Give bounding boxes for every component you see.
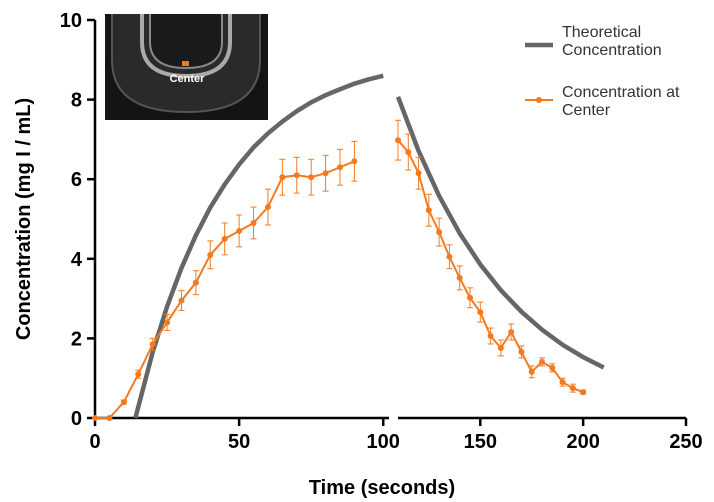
y-tick-label: 10 — [60, 10, 82, 32]
data-point — [221, 235, 228, 242]
data-point — [508, 329, 515, 336]
data-point — [236, 227, 243, 234]
y-tick-label: 0 — [71, 408, 82, 430]
data-point — [456, 274, 463, 281]
data-point — [580, 389, 587, 396]
data-point — [539, 358, 545, 365]
data-point — [207, 251, 214, 258]
data-point — [425, 207, 432, 214]
x-tick-label: 100 — [367, 431, 400, 453]
legend-label: Theoretical Concentration — [562, 24, 662, 59]
series-line — [133, 73, 605, 419]
data-point — [446, 253, 453, 260]
inset-label: Center — [170, 73, 206, 85]
data-point — [436, 229, 443, 236]
legend-marker — [536, 97, 542, 103]
data-point — [395, 137, 401, 144]
y-axis-title: Concentration (mg I / mL) — [13, 98, 35, 340]
series-line — [95, 139, 584, 419]
data-point — [308, 174, 315, 181]
data-point — [106, 415, 113, 421]
data-point — [559, 379, 566, 386]
data-point — [164, 319, 171, 326]
data-point — [192, 279, 199, 286]
data-point — [250, 219, 257, 226]
x-tick-label: 250 — [669, 431, 702, 453]
y-tick-label: 4 — [71, 249, 83, 271]
data-point — [337, 164, 343, 171]
data-point — [120, 399, 127, 406]
data-point — [528, 368, 535, 375]
data-point — [135, 371, 142, 378]
x-tick-label: 50 — [228, 431, 250, 453]
data-point — [467, 294, 473, 301]
data-point — [487, 333, 494, 340]
data-point — [279, 174, 286, 181]
data-point — [477, 309, 484, 316]
x-tick-label: 150 — [464, 431, 497, 453]
x-tick-label: 0 — [89, 431, 100, 453]
data-point — [415, 170, 422, 177]
x-axis-title: Time (seconds) — [309, 477, 455, 499]
data-point — [569, 385, 576, 392]
data-point — [497, 344, 504, 351]
legend-label: Concentration at Center — [562, 84, 680, 119]
data-point — [149, 341, 156, 348]
data-point — [178, 297, 185, 304]
y-tick-label: 6 — [71, 169, 82, 191]
data-point — [549, 364, 556, 371]
data-point — [293, 172, 300, 179]
data-point — [322, 170, 329, 177]
y-tick-label: 2 — [71, 328, 82, 350]
inset: Center — [105, 14, 268, 120]
x-tick-label: 200 — [566, 431, 599, 453]
data-point — [92, 415, 98, 421]
data-point — [264, 204, 271, 211]
data-point — [405, 149, 412, 156]
data-point — [518, 348, 525, 355]
y-tick-label: 8 — [71, 90, 82, 112]
data-point — [351, 158, 358, 165]
